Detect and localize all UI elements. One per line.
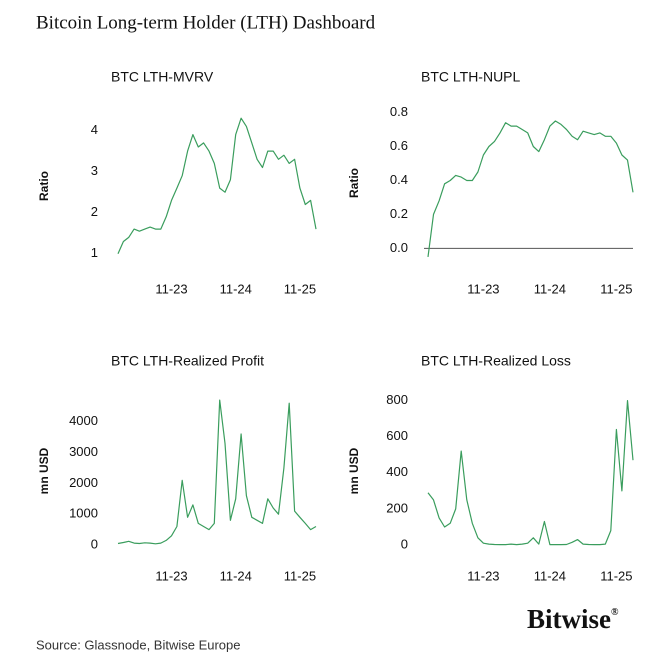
chart-title: BTC LTH-NUPL — [421, 69, 521, 85]
y-axis-label: mn USD — [347, 447, 361, 494]
y-tick-label: 0.6 — [390, 138, 408, 153]
y-tick-label: 0 — [401, 536, 408, 551]
y-tick-label: 1000 — [69, 506, 98, 521]
y-tick-label: 3 — [91, 163, 98, 178]
y-axis-label: Ratio — [347, 168, 361, 198]
y-tick-label: 600 — [386, 428, 408, 443]
x-tick-label: 11-23 — [467, 281, 499, 296]
y-tick-label: 3000 — [69, 444, 98, 459]
x-tick-label: 11-24 — [534, 568, 566, 583]
y-tick-label: 0 — [91, 536, 98, 551]
x-tick-label: 11-24 — [534, 281, 566, 296]
y-tick-label: 4000 — [69, 413, 98, 428]
y-tick-label: 0.0 — [390, 240, 408, 255]
y-tick-label: 0.4 — [390, 172, 408, 187]
y-tick-label: 1 — [91, 245, 98, 260]
y-tick-label: 2000 — [69, 475, 98, 490]
x-tick-label: 11-25 — [600, 568, 632, 583]
data-line — [117, 399, 317, 545]
y-tick-label: 400 — [386, 464, 408, 479]
x-tick-label: 11-24 — [220, 281, 252, 296]
data-line — [427, 400, 634, 546]
y-tick-label: 2 — [91, 204, 98, 219]
x-tick-label: 11-23 — [155, 568, 187, 583]
x-tick-label: 11-25 — [284, 281, 316, 296]
chart-title: BTC LTH-Realized Loss — [421, 353, 571, 369]
y-axis-label: Ratio — [37, 171, 51, 201]
y-tick-label: 4 — [91, 122, 98, 137]
page-title: Bitcoin Long-term Holder (LTH) Dashboard — [36, 12, 376, 33]
x-tick-label: 11-23 — [155, 281, 187, 296]
x-tick-label: 11-25 — [284, 568, 316, 583]
data-line — [427, 120, 634, 257]
y-tick-label: 800 — [386, 392, 408, 407]
data-line — [117, 117, 317, 255]
chart-title: BTC LTH-MVRV — [111, 69, 214, 85]
logo-mark: ® — [611, 607, 619, 618]
logo: Bitwise® — [527, 604, 619, 634]
chart-title: BTC LTH-Realized Profit — [111, 353, 264, 369]
y-tick-label: 200 — [386, 500, 408, 515]
logo-text: Bitwise — [527, 604, 611, 634]
source: Source: Glassnode, Bitwise Europe — [36, 637, 241, 652]
x-tick-label: 11-23 — [467, 568, 499, 583]
x-tick-label: 11-24 — [220, 568, 252, 583]
y-tick-label: 0.2 — [390, 206, 408, 221]
y-tick-label: 0.8 — [390, 104, 408, 119]
x-tick-label: 11-25 — [600, 281, 632, 296]
y-axis-label: mn USD — [37, 447, 51, 494]
